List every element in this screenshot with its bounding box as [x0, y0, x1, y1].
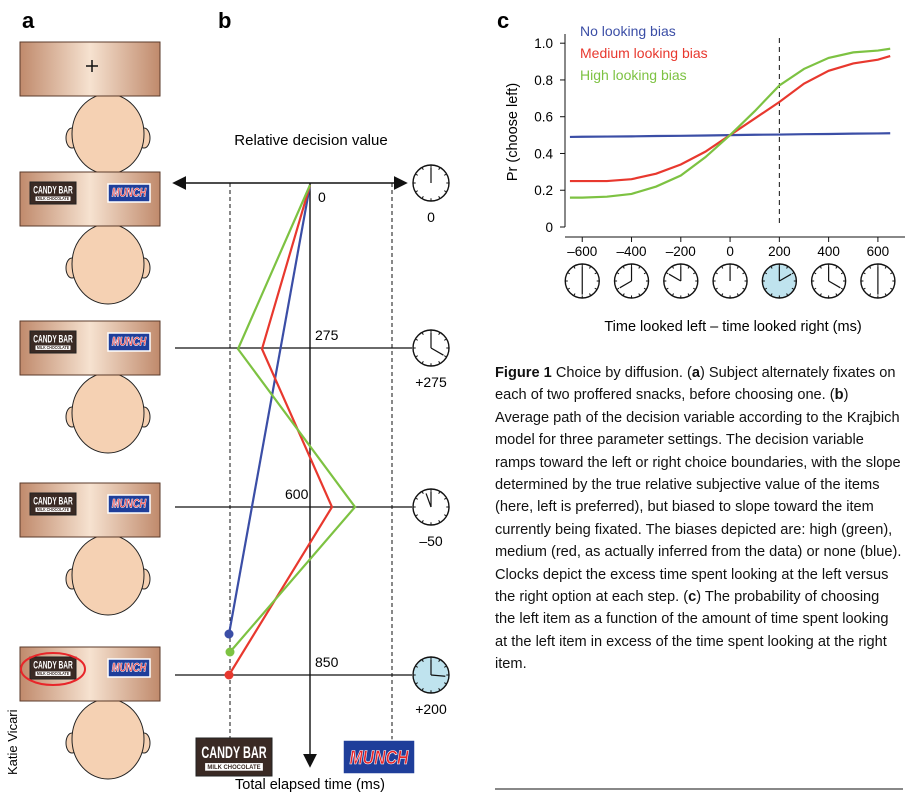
- y-tick-label: 0.6: [534, 110, 553, 125]
- caption-text: b: [835, 387, 844, 403]
- caption-text: c: [688, 589, 696, 605]
- munch-label: MUNCH: [112, 661, 147, 675]
- credit: Katie Vicari: [5, 709, 20, 775]
- decision-path: [229, 185, 310, 634]
- head: [72, 373, 144, 453]
- figure: abcKatie VicariCANDY BARMILK CHOCOLATEMU…: [0, 0, 905, 796]
- x-tick-label: 0: [726, 244, 734, 259]
- candy-label: CANDY BAR: [33, 495, 73, 507]
- step-time: 275: [315, 327, 339, 343]
- step-time: 600: [285, 486, 309, 502]
- y-tick-label: 0.8: [534, 73, 553, 88]
- caption: Figure 1 Choice by diffusion. (a) Subjec…: [495, 362, 903, 676]
- candy-sub: MILK CHOCOLATE: [207, 764, 261, 771]
- legend-entry: High looking bias: [580, 67, 687, 83]
- decision-path: [229, 185, 332, 675]
- head: [72, 94, 144, 174]
- panel-label: c: [497, 8, 509, 33]
- clock-label: +200: [415, 701, 447, 717]
- end-dot: [225, 671, 234, 680]
- panel-label: b: [218, 8, 231, 33]
- caption-text: Figure 1: [495, 365, 552, 381]
- head: [72, 224, 144, 304]
- legend-entry: No looking bias: [580, 23, 676, 39]
- y-tick-label: 0.2: [534, 183, 553, 198]
- x-tick-label: –200: [666, 244, 696, 259]
- end-dot: [226, 648, 235, 657]
- y-axis-label: Pr (choose left): [505, 83, 521, 181]
- axis-title: Relative decision value: [231, 130, 391, 152]
- clock-label: –50: [419, 533, 443, 549]
- legend-entry: Medium looking bias: [580, 45, 708, 61]
- clock-label: 0: [427, 209, 435, 225]
- time-axis-label: Total elapsed time (ms): [235, 777, 385, 793]
- munch-label: MUNCH: [112, 497, 147, 511]
- head: [72, 699, 144, 779]
- candy-sub: MILK CHOCOLATE: [37, 196, 69, 201]
- x-tick-label: 200: [768, 244, 791, 259]
- x-axis-label: Time looked left – time looked right (ms…: [604, 319, 861, 335]
- clock-label: +275: [415, 374, 447, 390]
- x-tick-label: –600: [567, 244, 597, 259]
- candy-label: CANDY BAR: [201, 743, 266, 762]
- end-dot: [225, 630, 234, 639]
- candy-label: CANDY BAR: [33, 184, 73, 196]
- x-tick-label: 600: [867, 244, 890, 259]
- x-tick-label: 400: [817, 244, 840, 259]
- munch-label: MUNCH: [349, 748, 409, 769]
- caption-text: Choice by diffusion. (: [552, 365, 692, 381]
- y-tick-label: 0.4: [534, 146, 553, 161]
- candy-label: CANDY BAR: [33, 659, 73, 671]
- x-tick-label: –400: [616, 244, 646, 259]
- candy-sub: MILK CHOCOLATE: [37, 507, 69, 512]
- step-time: 0: [318, 189, 326, 205]
- display-box: [20, 42, 160, 96]
- munch-label: MUNCH: [112, 186, 147, 200]
- caption-text: ) Average path of the decision variable …: [495, 387, 901, 605]
- head: [72, 535, 144, 615]
- panel-label: a: [22, 8, 35, 33]
- step-time: 850: [315, 654, 339, 670]
- y-tick-label: 0: [545, 220, 553, 235]
- caption-text: a: [692, 365, 700, 381]
- candy-sub: MILK CHOCOLATE: [37, 345, 69, 350]
- y-tick-label: 1.0: [534, 36, 553, 51]
- munch-label: MUNCH: [112, 335, 147, 349]
- candy-sub: MILK CHOCOLATE: [37, 671, 69, 676]
- candy-label: CANDY BAR: [33, 333, 73, 345]
